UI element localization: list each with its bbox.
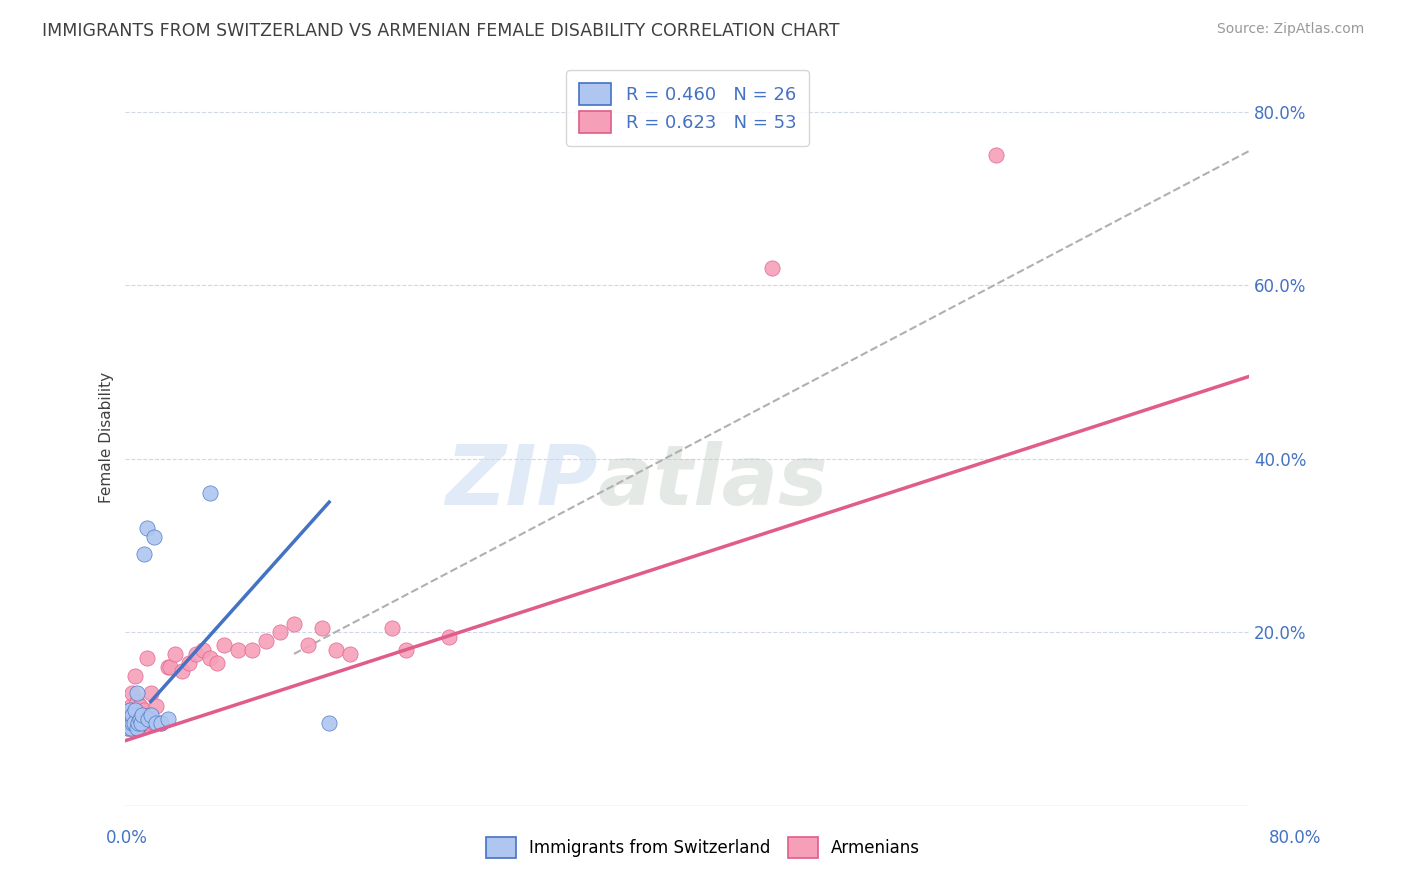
Point (121, 716, 143, 731)
Point (125, 721, 148, 735)
Point (115, 716, 138, 731)
Point (127, 716, 149, 731)
Point (121, 707, 143, 722)
Point (142, 530, 165, 544)
Point (127, 721, 149, 735)
Point (240, 642, 263, 657)
Point (131, 707, 153, 722)
Point (121, 716, 143, 731)
Point (177, 656, 200, 670)
Point (297, 638, 319, 652)
Point (118, 716, 141, 731)
Point (761, 260, 783, 275)
Point (156, 712, 179, 726)
Point (117, 721, 139, 735)
Text: Source: ZipAtlas.com: Source: ZipAtlas.com (1216, 22, 1364, 37)
Text: ZIP: ZIP (444, 441, 598, 522)
Point (142, 716, 165, 731)
Point (135, 521, 157, 535)
Point (115, 703, 138, 717)
Text: IMMIGRANTS FROM SWITZERLAND VS ARMENIAN FEMALE DISABILITY CORRELATION CHART: IMMIGRANTS FROM SWITZERLAND VS ARMENIAN … (42, 22, 839, 40)
Point (118, 703, 141, 717)
Point (986, 148, 1008, 162)
Point (138, 707, 160, 722)
Point (149, 716, 172, 731)
Point (129, 716, 152, 731)
Point (115, 716, 138, 731)
Point (115, 707, 138, 722)
Point (124, 707, 146, 722)
Point (149, 716, 172, 731)
Point (120, 721, 142, 735)
Point (131, 716, 153, 731)
Point (125, 721, 148, 735)
Point (117, 716, 139, 731)
Point (135, 651, 157, 665)
Point (156, 660, 179, 674)
Point (159, 660, 181, 674)
Point (134, 716, 156, 731)
Point (339, 647, 361, 661)
Text: 80.0%: 80.0% (1270, 829, 1322, 847)
Point (198, 651, 221, 665)
Point (163, 647, 186, 661)
Point (318, 716, 340, 731)
Point (170, 664, 193, 678)
Point (125, 695, 148, 709)
Point (226, 642, 249, 657)
Point (120, 721, 142, 735)
Point (283, 616, 305, 631)
Point (136, 716, 159, 731)
Point (118, 707, 141, 722)
Point (118, 721, 141, 735)
Point (124, 703, 146, 717)
Point (381, 621, 404, 635)
Point (145, 716, 167, 731)
Legend: Immigrants from Switzerland, Armenians: Immigrants from Switzerland, Armenians (477, 827, 929, 868)
Point (437, 630, 460, 644)
Point (325, 642, 347, 657)
Point (269, 625, 291, 640)
Point (212, 638, 235, 652)
Point (121, 686, 143, 700)
Point (122, 716, 145, 731)
Point (122, 712, 145, 726)
Text: 0.0%: 0.0% (105, 829, 148, 847)
Point (128, 716, 150, 731)
Point (136, 712, 159, 726)
Point (198, 486, 221, 500)
Point (311, 621, 333, 635)
Point (139, 707, 162, 722)
Point (145, 698, 167, 713)
Legend: R = 0.460   N = 26, R = 0.623   N = 53: R = 0.460 N = 26, R = 0.623 N = 53 (567, 70, 808, 145)
Point (125, 686, 148, 700)
Point (191, 642, 214, 657)
Point (129, 716, 152, 731)
Point (115, 721, 138, 735)
Point (132, 547, 155, 561)
Point (132, 703, 155, 717)
Point (184, 647, 207, 661)
Point (395, 642, 418, 657)
Point (254, 633, 277, 648)
Point (205, 656, 228, 670)
Y-axis label: Female Disability: Female Disability (100, 371, 114, 503)
Point (128, 712, 150, 726)
Point (139, 686, 162, 700)
Point (124, 668, 146, 682)
Text: atlas: atlas (598, 441, 828, 522)
Point (128, 698, 150, 713)
Point (120, 698, 142, 713)
